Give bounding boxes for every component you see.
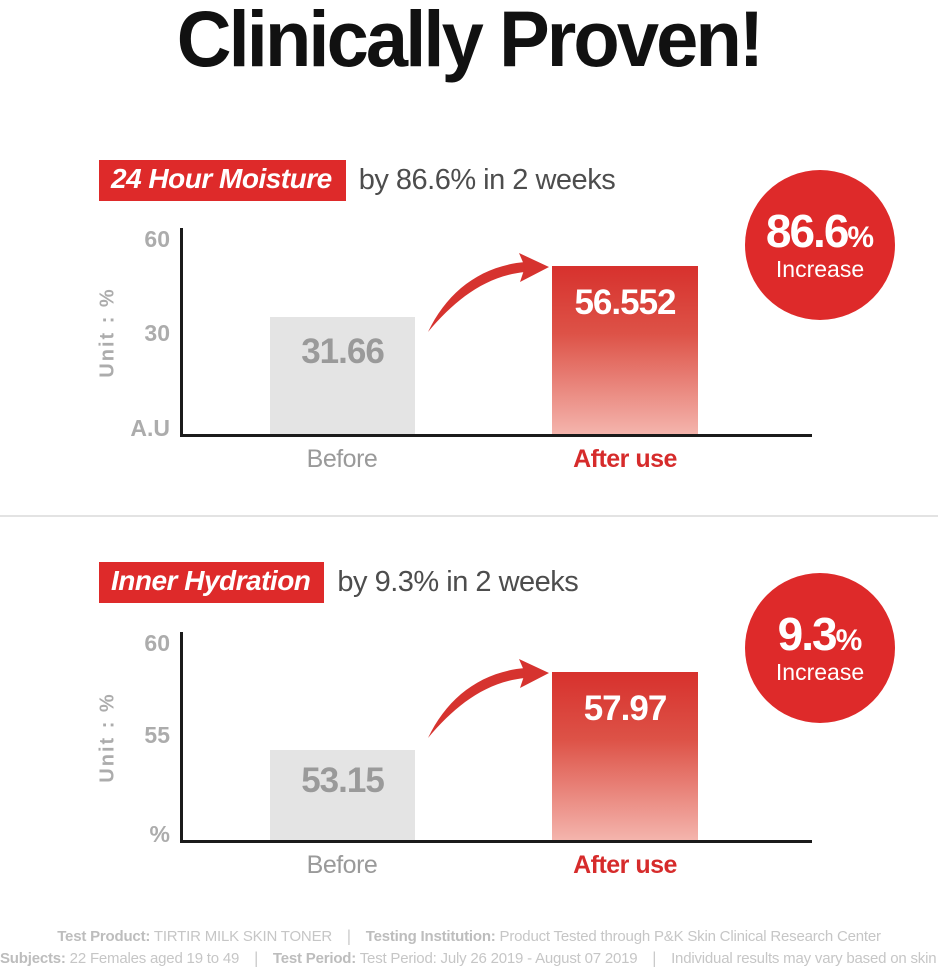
- chart2-before-value: 53.15: [301, 761, 385, 800]
- chart1-increase-badge: 86.6% Increase: [745, 170, 895, 320]
- chart1-before-bar: 31.66: [270, 317, 415, 434]
- footer-separator: |: [652, 949, 657, 968]
- chart1-title-badge: 24 Hour Moisture: [99, 160, 346, 201]
- chart1-y-tick-30: 30: [144, 320, 170, 346]
- chart2-before-bar: 53.15: [270, 750, 415, 840]
- chart2-increase-badge: 9.3% Increase: [745, 573, 895, 723]
- chart2-increase-number: 9.3: [777, 607, 838, 660]
- chart1-header: 24 Hour Moisture by 86.6% in 2 weeks: [99, 160, 616, 201]
- chart1-y-tick-60: 60: [144, 226, 170, 252]
- chart2-after-bar: 57.97: [552, 672, 698, 840]
- chart1-y-axis-line: [180, 228, 183, 437]
- chart1-after-label: After use: [573, 445, 677, 473]
- chart2-x-axis-line: [180, 840, 812, 843]
- chart1-increase-number: 86.6: [765, 204, 850, 257]
- chart2-after-value: 57.97: [583, 689, 668, 728]
- chart2-after-label: After use: [573, 851, 677, 879]
- footer-test-period-label: Test Period:: [272, 950, 357, 967]
- chart2-title-badge: Inner Hydration: [99, 562, 325, 603]
- chart2-header: Inner Hydration by 9.3% in 2 weeks: [99, 562, 579, 603]
- chart1-increase-percent-sign: %: [847, 220, 875, 254]
- chart1-x-axis-line: [180, 434, 812, 437]
- chart2-y-axis-line: [180, 632, 183, 843]
- footer-subjects-value: 22 Females aged 19 to 49: [65, 950, 240, 967]
- footer-test-period-value: Test Period: July 26 2019 - August 07 20…: [356, 950, 638, 967]
- chart2-increase-percent: 9.3%: [778, 611, 863, 657]
- increase-arrow-icon: [428, 659, 549, 738]
- footer-line-1: Test Product: TIRTIR MILK SKIN TONER | Tes…: [0, 927, 938, 946]
- chart1-after-bar: 56.552: [552, 266, 698, 434]
- footer-subjects-label: Subjects:: [0, 950, 66, 967]
- footer-line-2: Subjects: 22 Females aged 19 to 49 | Test …: [0, 949, 938, 968]
- chart2-increase-percent-sign: %: [835, 623, 863, 657]
- chart1-after-value: 56.552: [574, 283, 676, 322]
- section-divider: [0, 515, 938, 517]
- footer-test-product-value: TIRTIR MILK SKIN TONER: [150, 928, 333, 945]
- chart2-increase-caption: Increase: [775, 658, 865, 685]
- footer-testing-institution-value: Product Tested through P&K Skin Clinical…: [495, 928, 881, 945]
- chart1-increase-caption: Increase: [775, 255, 865, 282]
- page-title: Clinically Proven!: [176, 0, 764, 83]
- chart1-y-tick-au: A.U: [130, 415, 170, 441]
- chart1-before-value: 31.66: [301, 332, 385, 371]
- footer-separator: |: [347, 927, 351, 946]
- chart1-subtitle: by 86.6% in 2 weeks: [358, 164, 616, 196]
- footer-testing-institution-label: Testing Institution:: [365, 928, 496, 945]
- chart1-increase-percent: 86.6%: [766, 208, 874, 254]
- chart2-y-tick-60: 60: [144, 630, 170, 656]
- footer-separator: |: [254, 949, 258, 968]
- chart2-y-tick-percent: %: [149, 821, 170, 847]
- chart2-y-tick-55: 55: [144, 722, 170, 748]
- chart1-before-label: Before: [306, 445, 378, 473]
- increase-arrow-icon: [428, 253, 549, 332]
- footer-disclaimer: Individual results may vary based on ski…: [671, 950, 938, 967]
- footer-test-product-label: Test Product:: [57, 928, 151, 945]
- chart2-subtitle: by 9.3% in 2 weeks: [337, 566, 579, 598]
- chart2-before-label: Before: [306, 851, 378, 879]
